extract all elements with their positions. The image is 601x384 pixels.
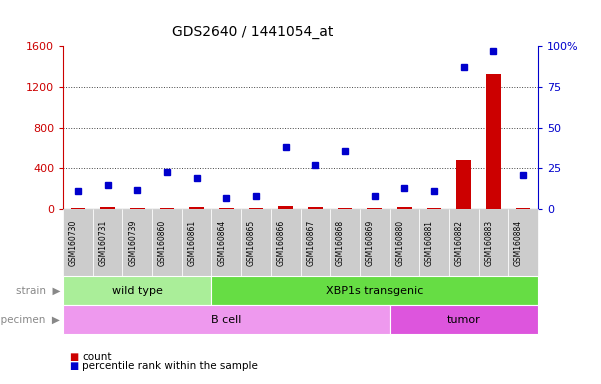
Text: strain  ▶: strain ▶ <box>16 286 60 296</box>
Bar <box>338 208 352 209</box>
Bar <box>159 208 174 209</box>
Text: GSM160884: GSM160884 <box>514 220 523 266</box>
Text: GSM160865: GSM160865 <box>247 220 256 266</box>
Bar <box>427 208 442 209</box>
Text: ■: ■ <box>69 361 78 371</box>
Bar <box>130 208 145 209</box>
Text: GSM160860: GSM160860 <box>158 220 167 266</box>
Bar <box>397 207 412 209</box>
Text: GSM160868: GSM160868 <box>336 220 345 266</box>
Bar <box>278 206 293 209</box>
Text: GSM160869: GSM160869 <box>365 220 374 266</box>
Bar <box>100 207 115 209</box>
Text: wild type: wild type <box>112 286 163 296</box>
Text: ■: ■ <box>69 352 78 362</box>
Text: B cell: B cell <box>211 314 242 325</box>
Text: count: count <box>82 352 112 362</box>
Text: GSM160861: GSM160861 <box>188 220 197 266</box>
Text: GSM160883: GSM160883 <box>484 220 493 266</box>
Bar <box>456 161 471 209</box>
Text: GSM160730: GSM160730 <box>69 220 78 266</box>
Bar <box>308 207 323 209</box>
Text: GSM160739: GSM160739 <box>128 220 137 266</box>
Bar <box>486 74 501 209</box>
Text: GSM160864: GSM160864 <box>218 220 227 266</box>
Text: GSM160881: GSM160881 <box>425 220 434 266</box>
Bar <box>219 208 234 209</box>
Text: GSM160866: GSM160866 <box>276 220 285 266</box>
Text: GSM160880: GSM160880 <box>395 220 404 266</box>
Text: XBP1s transgenic: XBP1s transgenic <box>326 286 423 296</box>
Bar <box>70 208 85 209</box>
Text: tumor: tumor <box>447 314 481 325</box>
Text: percentile rank within the sample: percentile rank within the sample <box>82 361 258 371</box>
Bar <box>189 207 204 209</box>
Bar <box>249 208 263 209</box>
Text: GDS2640 / 1441054_at: GDS2640 / 1441054_at <box>172 25 333 39</box>
Text: GSM160867: GSM160867 <box>307 220 316 266</box>
Text: GSM160731: GSM160731 <box>99 220 108 266</box>
Text: specimen  ▶: specimen ▶ <box>0 314 60 325</box>
Text: GSM160882: GSM160882 <box>455 220 464 266</box>
